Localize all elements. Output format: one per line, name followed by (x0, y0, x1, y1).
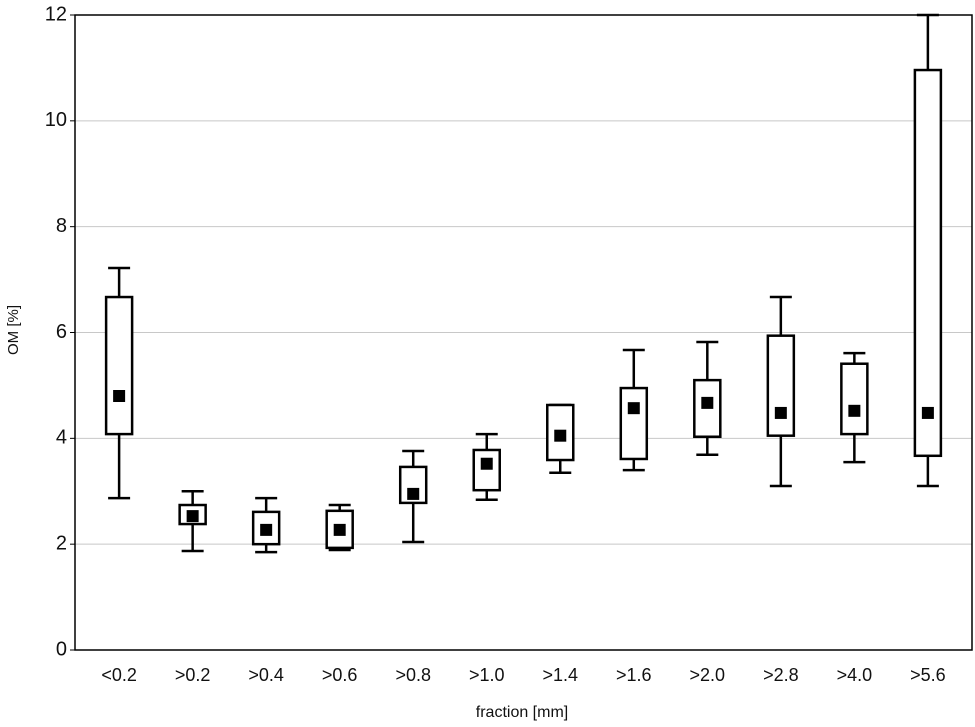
box (251, 510, 281, 546)
x-tick-label: >1.4 (542, 665, 578, 685)
center-marker (113, 390, 126, 402)
y-tick-label: 4 (56, 427, 67, 449)
x-tick-label: >5.6 (910, 665, 946, 685)
box (104, 295, 134, 436)
x-tick-label: >2.0 (690, 665, 726, 685)
y-tick-label: 6 (56, 321, 67, 343)
y-tick-label: 8 (56, 215, 67, 237)
center-marker (333, 523, 346, 536)
x-axis-title: fraction [mm] (476, 704, 568, 721)
center-marker (480, 457, 493, 470)
y-axis-title: OM [%] (5, 305, 22, 355)
x-tick-label: >0.4 (248, 665, 284, 685)
center-marker (554, 429, 567, 442)
y-tick-label: 10 (45, 109, 67, 131)
center-marker (260, 523, 273, 536)
x-tick-label: >0.6 (322, 665, 358, 685)
x-tick-label: >2.8 (763, 665, 799, 685)
box (398, 465, 428, 505)
box (766, 334, 796, 437)
center-marker (921, 406, 934, 419)
box (472, 448, 501, 492)
center-marker (407, 487, 420, 500)
center-marker (848, 404, 861, 417)
x-tick-label: >4.0 (837, 665, 873, 685)
x-tick-label: >1.0 (469, 665, 505, 685)
x-tick-label: >1.6 (616, 665, 652, 685)
center-marker (627, 402, 640, 415)
box (619, 386, 649, 461)
center-marker (774, 406, 787, 419)
y-tick-label: 2 (56, 532, 67, 554)
x-tick-label: >0.2 (175, 665, 211, 685)
plot-frame (74, 14, 973, 651)
center-marker (186, 510, 199, 523)
x-tick-label: <0.2 (101, 665, 137, 685)
box (840, 362, 869, 436)
y-tick-label: 12 (45, 3, 67, 25)
x-tick-label: >0.8 (395, 665, 431, 685)
box (913, 68, 943, 458)
y-tick-label: 0 (56, 638, 67, 660)
center-marker (701, 396, 714, 409)
